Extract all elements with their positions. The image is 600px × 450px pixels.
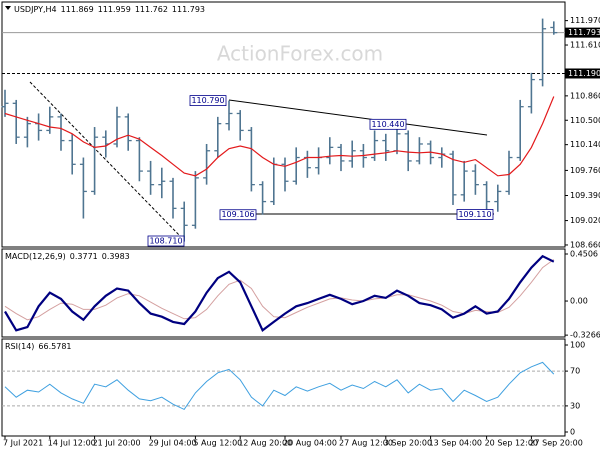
indicator-line [4,254,555,332]
price-label-box [565,68,600,79]
annotation-label: 110.790 [191,96,224,105]
y-tick-label: 70 [570,367,580,376]
rsi-value: 66.5781 [38,342,71,351]
indicator-line [4,259,555,321]
indicator-line [4,96,555,177]
close: 111.793 [172,5,205,14]
annotation-box [147,235,185,247]
y-tick-label: 0 [570,427,575,436]
annotation-box [189,95,227,106]
y-tick-label: 109.020 [570,216,600,225]
trend-line [228,99,488,136]
x-tick-label: 5 Aug 12:00 [193,439,242,448]
x-tick-label: 27 Sep 20:00 [529,439,582,448]
rsi-frame [1,338,566,437]
trend-line [29,81,183,239]
watermark: ActionForex.com [217,42,383,66]
high: 111.959 [98,5,131,14]
y-tick-label: 110.860 [570,91,600,100]
y-tick-label: 0.00 [570,297,588,306]
open: 111.869 [61,5,94,14]
indicator: MACD(12,26,9) [5,252,66,261]
annotation-label: 108.710 [149,237,182,246]
indicator: RSI(14) [5,342,34,351]
y-tick-label: 110.140 [570,140,600,149]
macd-value: 0.3771 [70,252,98,261]
y-tick-label: -0.3266 [570,331,600,340]
macd-frame [1,248,566,338]
y-tick-label: 109.760 [570,166,600,175]
annotation-label: 109.110 [458,210,491,219]
y-tick-label: 110.500 [570,116,600,125]
price-label-box [565,27,600,38]
symbol: USDJPY,H4 [14,5,57,14]
price-label: 111.190 [568,69,600,78]
low: 111.762 [135,5,168,14]
signal-value: 0.3983 [102,252,130,261]
x-tick-label: 21 Jul 20:00 [93,439,141,448]
annotation-box [369,118,407,130]
annotation-box [219,209,257,221]
y-tick-label: 30 [570,401,580,410]
y-tick-label: 100 [570,341,585,350]
indicator-line [4,361,555,411]
y-tick-label: 111.610 [570,41,600,50]
x-tick-label: 27 Aug 12:00 [339,439,393,448]
x-tick-label: 13 Sep 04:00 [429,439,482,448]
y-tick-label: 109.390 [570,191,600,200]
x-tick-label: 20 Sep 12:00 [485,439,538,448]
macd-title: MACD(12,26,9) 0.3771 0.3983 [5,252,130,261]
menu-icon [5,6,11,10]
annotation-box [456,209,494,220]
x-tick-label: 3 Sep 20:00 [384,439,432,448]
annotation-label: 109.106 [221,210,254,219]
x-tick-label: 14 Jul 12:00 [48,439,96,448]
main-title: USDJPY,H4 111.869 111.959 111.762 111.793 [14,5,205,14]
x-tick-label: 29 Jul 04:00 [149,439,197,448]
x-tick-label: 7 Jul 2021 [3,439,43,448]
rsi-title: RSI(14) 66.5781 [5,342,72,351]
y-tick-label: 0.4506 [570,250,598,259]
y-tick-label: 111.970 [570,16,600,25]
annotation-label: 110.440 [371,120,404,129]
y-tick-label: 108.660 [570,240,600,249]
x-tick-label: 20 Aug 04:00 [283,439,337,448]
main-frame [1,1,566,248]
price-label: 111.793 [568,28,600,37]
x-tick-label: 12 Aug 20:00 [238,439,292,448]
